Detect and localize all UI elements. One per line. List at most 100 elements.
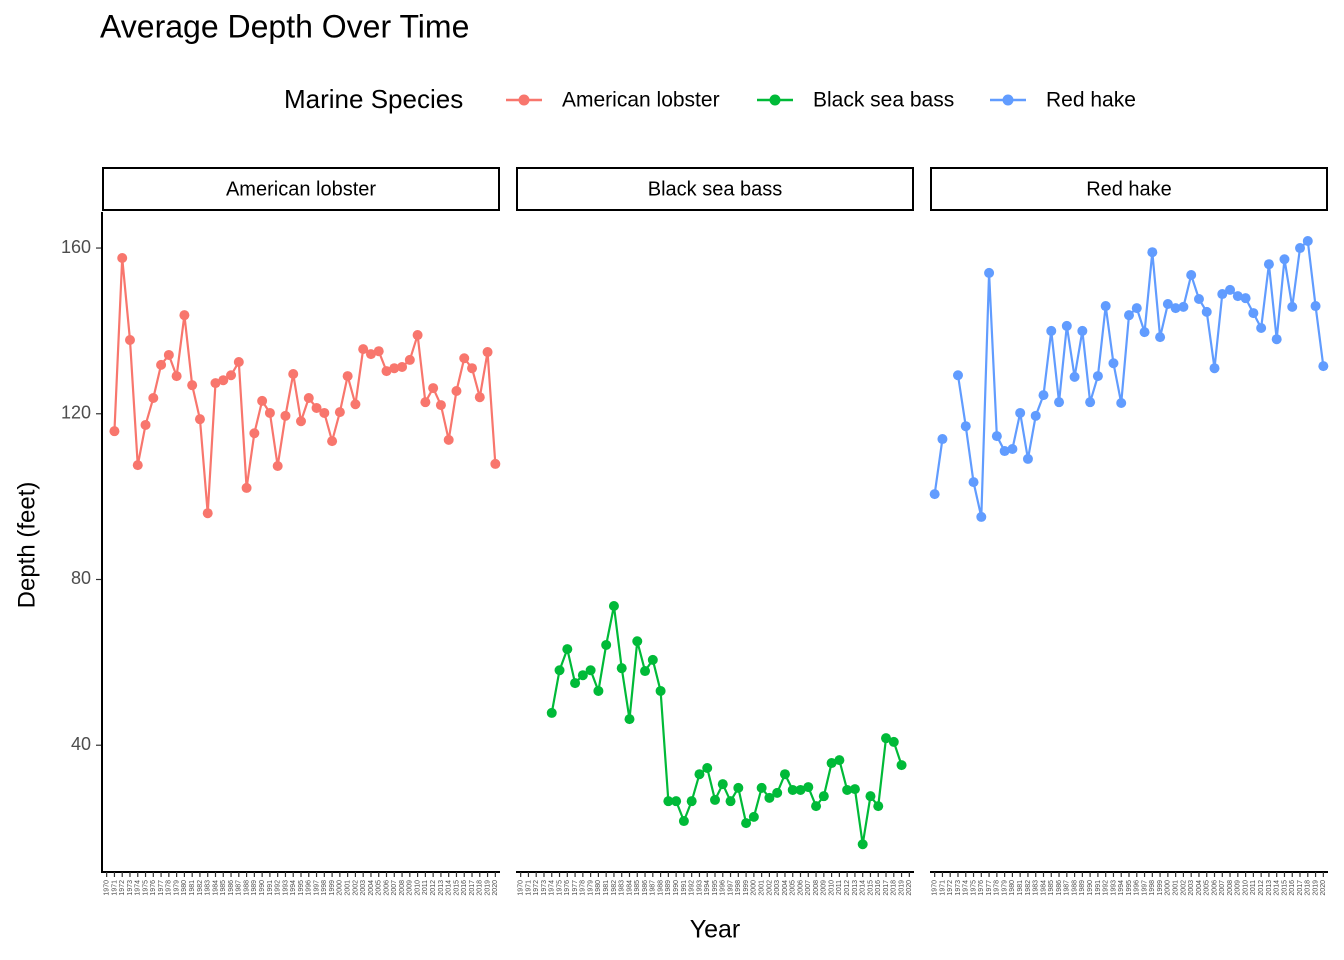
x-tick-label: 2009	[1235, 880, 1242, 896]
x-tick-label: 1997	[727, 880, 734, 896]
x-tick-label: 2009	[821, 880, 828, 896]
data-point	[1295, 243, 1306, 254]
x-tick-label: 1980	[595, 880, 602, 896]
data-point	[686, 796, 697, 807]
data-point	[640, 666, 651, 677]
x-tick-label: 1990	[259, 880, 266, 896]
y-tick-label: 120	[61, 403, 91, 423]
data-point	[1100, 301, 1111, 312]
x-tick-label: 1986	[1056, 880, 1063, 896]
x-tick-label: 2003	[1188, 880, 1195, 896]
data-point	[1279, 254, 1290, 265]
data-point	[257, 395, 268, 406]
x-tick-label: 1998	[1149, 880, 1156, 896]
x-tick-label: 1970	[104, 880, 111, 896]
data-point	[702, 763, 713, 774]
x-tick-label: 1979	[173, 880, 180, 896]
data-point	[397, 361, 408, 372]
data-point	[428, 383, 439, 394]
data-point	[710, 794, 720, 805]
data-point	[443, 434, 454, 445]
data-point	[1085, 397, 1096, 408]
data-point	[1162, 298, 1173, 309]
x-tick-label: 1986	[642, 880, 649, 896]
x-tick-label: 1971	[111, 880, 118, 896]
data-point	[296, 416, 306, 427]
data-point	[577, 670, 588, 681]
data-point	[1046, 325, 1057, 336]
data-point	[1263, 259, 1274, 270]
x-tick-label: 1993	[282, 880, 289, 896]
x-tick-label: 2004	[1196, 880, 1203, 896]
x-tick-label: 1995	[1126, 880, 1133, 896]
data-point	[1022, 453, 1033, 464]
data-point	[474, 392, 485, 403]
data-point	[570, 678, 581, 689]
x-tick-label: 2019	[484, 880, 491, 896]
x-tick-label: 1995	[712, 880, 719, 896]
data-point	[249, 428, 260, 439]
x-tick-label: 1980	[181, 880, 188, 896]
x-tick-label: 2013	[1266, 880, 1273, 896]
x-tick-label: 2016	[1289, 880, 1296, 896]
data-point	[1232, 291, 1243, 302]
data-point	[451, 385, 462, 396]
x-tick-label: 1974	[135, 880, 142, 896]
x-tick-label: 2000	[337, 880, 344, 896]
data-point	[616, 663, 627, 674]
x-tick-label: 2006	[1211, 880, 1218, 896]
facet-strip-label: American lobster	[226, 178, 376, 200]
data-point	[459, 353, 470, 364]
x-tick-label: 1998	[321, 880, 328, 896]
x-tick-label: 2004	[782, 880, 789, 896]
data-point	[1193, 294, 1204, 305]
series-line	[550, 605, 903, 845]
x-tick-label: 1976	[150, 880, 157, 896]
x-tick-label: 2010	[1242, 880, 1249, 896]
x-tick-label: 2001	[758, 880, 765, 896]
x-tick-label: 2009	[407, 880, 414, 896]
data-point	[1124, 310, 1134, 321]
data-point	[1209, 363, 1220, 374]
data-point	[554, 665, 565, 676]
data-point	[1302, 236, 1313, 247]
x-tick-label: 2005	[1204, 880, 1211, 896]
x-tick-label: 1977	[986, 880, 993, 896]
data-point	[779, 769, 790, 780]
data-point	[1217, 289, 1228, 300]
x-tick-label: 2019	[898, 880, 905, 896]
x-tick-label: 1996	[306, 880, 313, 896]
x-tick-label: 1979	[587, 880, 594, 896]
x-tick-label: 1984	[1040, 880, 1047, 896]
x-tick-label: 1990	[673, 880, 680, 896]
data-point	[365, 349, 376, 360]
x-tick-label: 1999	[329, 880, 336, 896]
x-tick-label: 1987	[236, 880, 243, 896]
data-point	[1092, 371, 1103, 382]
data-point	[725, 796, 736, 807]
data-point	[647, 654, 658, 665]
data-point	[163, 349, 174, 360]
x-tick-label: 2008	[813, 880, 820, 896]
x-tick-label: 1972	[947, 880, 954, 896]
data-point	[601, 639, 612, 650]
data-point	[124, 335, 135, 346]
legend-label: American lobster	[562, 89, 720, 112]
data-point	[671, 796, 682, 807]
data-point	[132, 460, 143, 471]
x-tick-label: 2011	[422, 880, 429, 895]
data-point	[1116, 397, 1127, 408]
data-point	[381, 366, 392, 377]
x-tick-label: 1989	[251, 880, 258, 896]
x-tick-label: 1983	[1033, 880, 1040, 896]
x-tick-label: 1992	[275, 880, 282, 896]
x-tick-label: 1974	[963, 880, 970, 896]
x-tick-label: 1985	[1048, 880, 1055, 896]
data-point	[233, 356, 244, 367]
x-axis-label: Year	[690, 916, 741, 944]
x-tick-label: 2012	[1258, 880, 1265, 896]
data-point	[435, 400, 446, 411]
x-tick-label: 1982	[197, 880, 204, 896]
x-tick-label: 1970	[932, 880, 939, 896]
x-tick-label: 1972	[119, 880, 126, 896]
